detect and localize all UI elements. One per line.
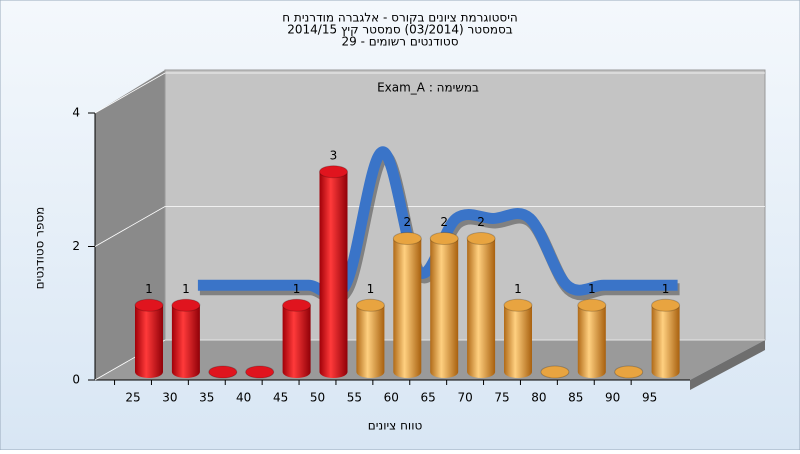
title-line: סטודנטים רשומים - 29: [341, 35, 458, 49]
bar-body: [504, 305, 532, 378]
data-label: 2: [477, 215, 485, 229]
bar-top: [540, 365, 570, 379]
back-wall: [164, 69, 766, 341]
bar-body: [171, 305, 200, 378]
x-tick-label: 55: [347, 391, 362, 405]
data-label: 1: [293, 282, 301, 296]
y-tick-label: 0: [72, 373, 80, 387]
data-label: 1: [662, 282, 670, 296]
x-tick-label: 40: [236, 391, 251, 405]
bar-body: [430, 238, 459, 378]
y-tick-label: 2: [72, 239, 80, 253]
data-label: 1: [145, 282, 153, 296]
bar-top: [466, 232, 496, 245]
x-tick-label: 90: [605, 391, 620, 405]
bar-top: [282, 298, 312, 312]
data-label: 3: [330, 148, 338, 162]
x-tick-label: 80: [531, 391, 546, 405]
grid-line: [94, 206, 166, 247]
bar-body: [577, 305, 606, 378]
bar-top: [245, 365, 275, 379]
x-tick-label: 95: [642, 391, 657, 405]
bar: [134, 298, 164, 378]
x-tick-label: 70: [457, 391, 472, 405]
y-tick-label: 4: [72, 106, 80, 120]
bar-body: [282, 305, 311, 378]
bar-body: [467, 238, 496, 378]
grid-line: [94, 72, 166, 114]
bar: [245, 365, 275, 379]
bar: [282, 298, 312, 378]
bar-top: [134, 298, 164, 312]
data-label: 2: [440, 215, 448, 229]
bar: [651, 298, 681, 378]
subtitle: במשימה : Exam_A: [377, 81, 479, 95]
bar-body: [319, 171, 348, 378]
bar: [355, 298, 385, 378]
floor-edge: [690, 340, 765, 390]
bar-top: [355, 298, 385, 312]
x-axis-label: טווח ציונים: [368, 419, 423, 433]
data-label: 1: [514, 282, 522, 296]
data-label: 1: [588, 282, 596, 296]
bar: [614, 365, 644, 379]
x-tick-label: 60: [384, 391, 399, 405]
x-tick-label: 50: [310, 391, 325, 405]
bar: [392, 232, 422, 378]
x-tick-label: 30: [162, 391, 177, 405]
title-line: בסמסטר (03/2014) סמסטר קיץ 2014/15: [287, 23, 513, 37]
x-tick-label: 35: [199, 391, 214, 405]
bar-top: [651, 298, 681, 312]
bar-body: [135, 305, 163, 378]
title: היסטוגרמת ציונים בקורס - אלגברה מודרנית …: [282, 11, 517, 49]
bar-body: [356, 305, 385, 378]
x-tick-label: 75: [494, 391, 509, 405]
bar-body: [651, 305, 680, 378]
bar-body: [393, 238, 422, 378]
trend-ribbon: [197, 146, 678, 301]
bar: [503, 298, 533, 378]
bar: [540, 365, 570, 379]
bar-top: [171, 298, 201, 312]
bar-top: [503, 298, 533, 312]
bar-top: [429, 232, 459, 245]
x-tick-label: 85: [568, 391, 583, 405]
bar: [466, 232, 496, 378]
bar-top: [392, 232, 422, 245]
bar: [577, 298, 607, 378]
bar-top: [208, 365, 238, 379]
bar-top: [319, 165, 348, 179]
x-tick-label: 65: [421, 391, 436, 405]
data-label: 2: [403, 215, 411, 229]
bar: [171, 298, 201, 378]
data-label: 1: [182, 282, 190, 296]
title-line: היסטוגרמת ציונים בקורס - אלגברה מודרנית …: [282, 11, 517, 25]
bar: [319, 165, 348, 378]
bar-top: [577, 298, 607, 312]
y-axis-label: מספר סטודנטים: [33, 207, 47, 290]
x-tick-label: 45: [273, 391, 288, 405]
bar: [429, 232, 459, 378]
bar-top: [614, 365, 644, 379]
x-tick-label: 25: [125, 391, 140, 405]
data-label: 1: [367, 282, 375, 296]
bar: [208, 365, 238, 379]
